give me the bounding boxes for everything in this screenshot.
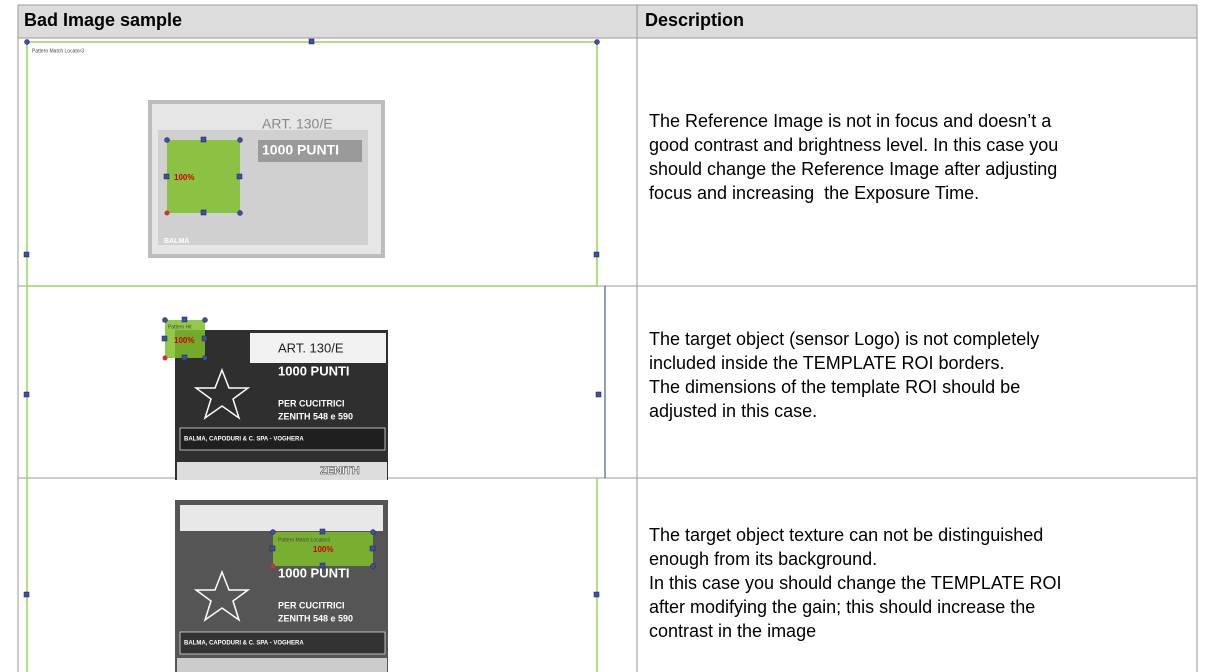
- description-line: good contrast and brightness level. In t…: [649, 135, 1058, 155]
- box-text: 1000 PUNTI: [262, 142, 339, 158]
- description-line: The target object texture can not be dis…: [649, 525, 1043, 545]
- box-text: BALMA, CAPODURI & C. SPA - VOGHERA: [184, 641, 304, 647]
- description-line: enough from its background.: [649, 549, 877, 569]
- box-text: BALMA: [164, 238, 189, 245]
- roi-label: Pattern Match Locator3: [278, 537, 330, 543]
- score: 100%: [313, 545, 333, 554]
- header-image: Bad Image sample: [24, 10, 182, 30]
- description-line: contrast in the image: [649, 621, 816, 641]
- description-line: after modifying the gain; this should in…: [649, 597, 1035, 617]
- score: 100%: [174, 173, 194, 182]
- box-text: PER CUCITRICI: [278, 398, 345, 408]
- roi-label: Pattern Hit: [168, 324, 192, 330]
- box-text: ART. 130/E: [278, 340, 344, 355]
- description-line: The Reference Image is not in focus and …: [649, 111, 1052, 131]
- description-line: included inside the TEMPLATE ROI borders…: [649, 353, 1005, 373]
- description-line: adjusted in this case.: [649, 401, 817, 421]
- box-text: 1000 PUNTI: [278, 363, 350, 378]
- description-line: The dimensions of the template ROI shoul…: [649, 377, 1020, 397]
- header-description: Description: [645, 10, 744, 30]
- score: 100%: [174, 336, 194, 345]
- box-text: BALMA, CAPODURI & C. SPA - VOGHERA: [184, 437, 304, 443]
- box-text: ZENITH: [320, 465, 360, 477]
- roi-label: Pattern Match Locator3: [32, 48, 84, 54]
- description-line: The target object (sensor Logo) is not c…: [649, 329, 1039, 349]
- image-2: ART. 130/E 1000 PUNTI PER CUCITRICI ZENI…: [23, 286, 606, 480]
- description-line: In this case you should change the TEMPL…: [649, 573, 1062, 593]
- image-1: Pattern Match Locator3 ART. 130/E 1000 P…: [23, 38, 600, 287]
- box-text: PER CUCITRICI: [278, 600, 345, 610]
- header-row: [18, 5, 1197, 38]
- descriptions: The Reference Image is not in focus and …: [649, 111, 1062, 641]
- box-text: ZENITH 548 e 590: [278, 411, 353, 421]
- box-text: ZENITH 548 e 590: [278, 613, 353, 623]
- image-3: 1000 PUNTI PER CUCITRICI ZENITH 548 e 59…: [23, 478, 600, 672]
- description-line: focus and increasing the Exposure Time.: [649, 183, 979, 203]
- box-text: ART. 130/E: [262, 116, 333, 132]
- description-line: should change the Reference Image after …: [649, 159, 1057, 179]
- box-text: 1000 PUNTI: [278, 565, 350, 580]
